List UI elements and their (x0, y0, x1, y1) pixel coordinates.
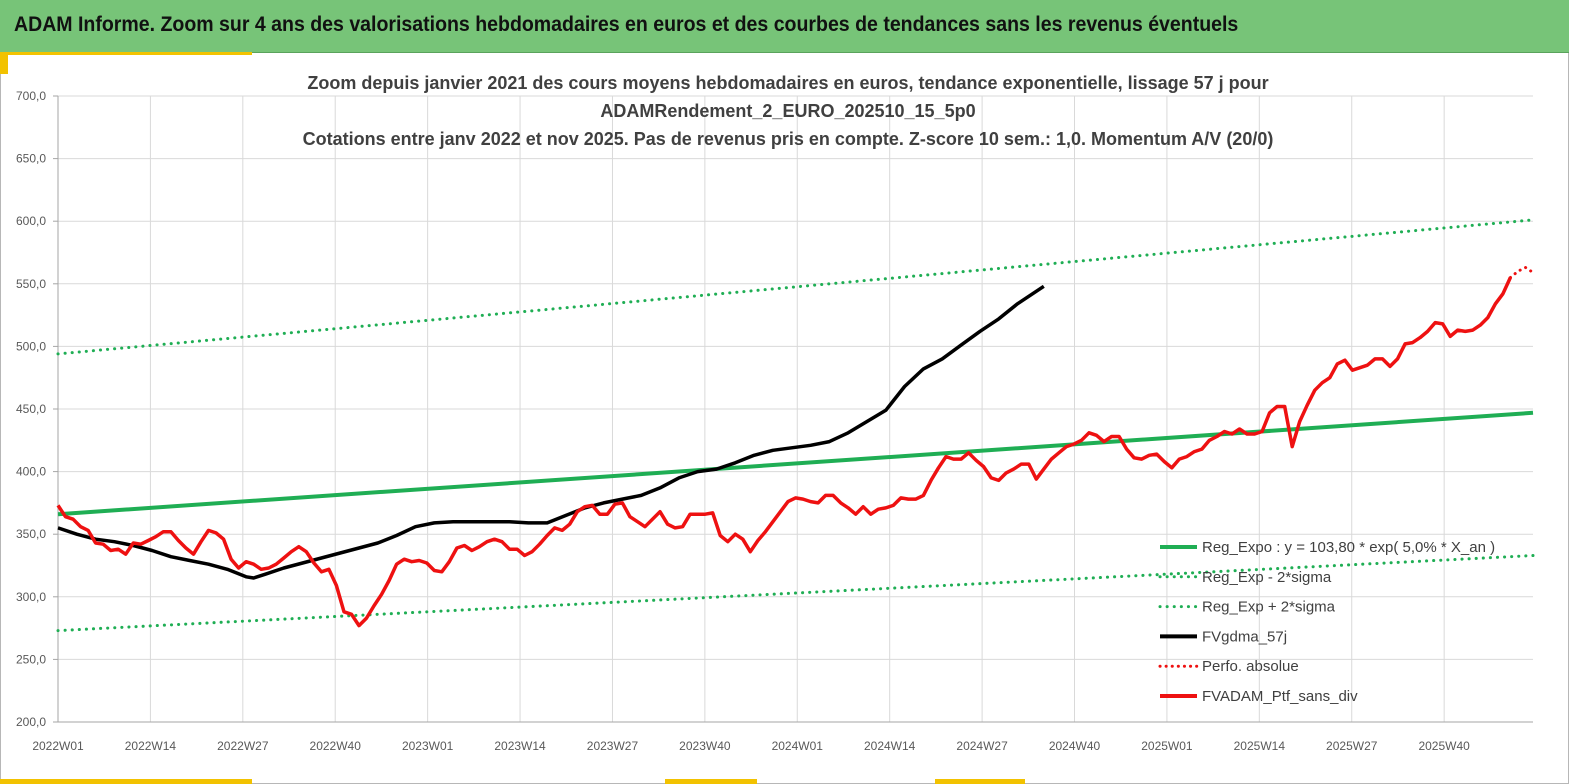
y-tick-label: 500,0 (16, 339, 46, 353)
legend-label: FVgdma_57j (1202, 628, 1287, 645)
y-tick-label: 400,0 (16, 465, 46, 479)
x-tick-label: 2024W40 (1049, 739, 1101, 753)
y-tick-label: 200,0 (16, 715, 46, 729)
x-tick-label: 2022W14 (125, 739, 177, 753)
chart-title-line-2: ADAMRendement_2_EURO_202510_15_5p0 (600, 101, 975, 121)
x-tick-label: 2024W01 (772, 739, 824, 753)
x-tick-label: 2023W14 (494, 739, 546, 753)
grid (57, 95, 1533, 723)
accent-bar-top (0, 52, 252, 55)
x-tick-label: 2023W01 (402, 739, 454, 753)
x-tick-label: 2023W40 (679, 739, 731, 753)
chart-title-line-3: Cotations entre janv 2022 et nov 2025. P… (303, 129, 1274, 149)
x-tick-label: 2022W01 (32, 739, 84, 753)
series-line-perfo-absolue (1508, 266, 1535, 279)
series-line-reg-exp-2-sigma (56, 218, 1535, 356)
y-tick-label: 300,0 (16, 590, 46, 604)
header-banner: ADAM Informe. Zoom sur 4 ans des valoris… (0, 0, 1569, 53)
y-tick-label: 550,0 (16, 277, 46, 291)
legend-label: Reg_Exp - 2*sigma (1202, 569, 1332, 586)
y-tick-label: 250,0 (16, 652, 46, 666)
y-tick-label: 350,0 (16, 527, 46, 541)
x-tick-label: 2024W27 (956, 739, 1008, 753)
series-group (56, 218, 1535, 633)
x-tick-label: 2023W27 (587, 739, 639, 753)
accent-bar-top-left (0, 52, 8, 74)
x-tick-label: 2025W01 (1141, 739, 1193, 753)
axes: 700,0 650,0 600,0 550,0 500,0 450,0 400,0 350,0… (16, 89, 1533, 753)
legend-label: FVADAM_Ptf_sans_div (1202, 688, 1358, 705)
series-line-reg-expo (57, 410, 1534, 517)
x-tick-label: 2022W40 (310, 739, 362, 753)
legend-label: Reg_Expo : y = 103,80 * exp( 5,0% * X_an… (1202, 539, 1495, 556)
accent-bar-bottom-mid (665, 779, 757, 784)
chart-title-line-1: Zoom depuis janvier 2021 des cours moyen… (307, 73, 1268, 93)
legend-label: Reg_Exp + 2*sigma (1202, 599, 1336, 616)
x-tick-label: 2025W14 (1234, 739, 1286, 753)
chart-title: Zoom depuis janvier 2021 des cours moyen… (303, 73, 1274, 149)
accent-bar-bottom-left (0, 779, 252, 784)
y-tick-label: 600,0 (16, 214, 46, 228)
y-tick-label: 700,0 (16, 89, 46, 103)
legend-label: Perfo. absolue (1202, 658, 1299, 675)
legend: Reg_Expo : y = 103,80 * exp( 5,0% * X_an… (1158, 539, 1495, 705)
x-tick-label: 2025W27 (1326, 739, 1378, 753)
accent-bar-bottom-right (935, 779, 1025, 784)
page-title: ADAM Informe. Zoom sur 4 ans des valoris… (14, 13, 1239, 36)
series-line-fvgdma-57j (57, 284, 1045, 580)
y-tick-label: 450,0 (16, 402, 46, 416)
y-tick-label: 650,0 (16, 152, 46, 166)
series-line-fvadam-ptf-sans-div (56, 276, 1512, 628)
x-tick-label: 2024W14 (864, 739, 916, 753)
x-tick-label: 2025W40 (1418, 739, 1470, 753)
series-line-reg-exp-2-sigma (56, 554, 1535, 633)
x-tick-label: 2022W27 (217, 739, 269, 753)
